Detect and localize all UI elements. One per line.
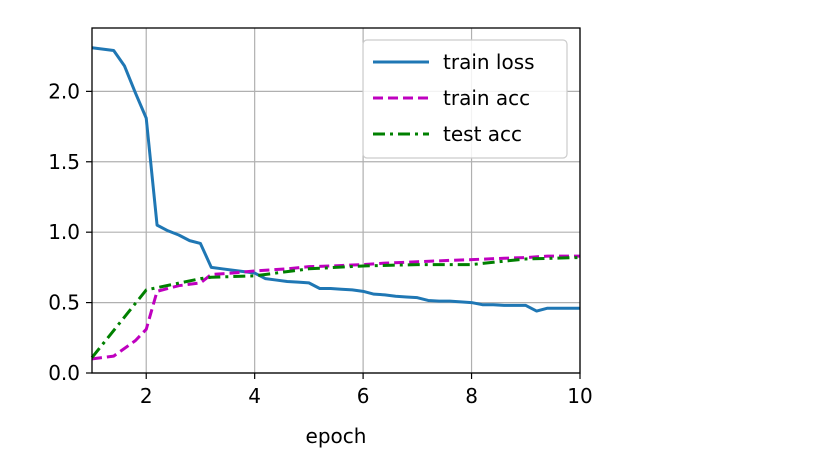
- y-tick-label: 1.0: [48, 220, 80, 244]
- x-tick-label: 10: [567, 384, 592, 408]
- legend-label: test acc: [443, 122, 522, 146]
- x-tick-label: 2: [140, 384, 153, 408]
- series-line-test-acc: [90, 256, 581, 359]
- x-tick-label: 6: [357, 384, 370, 408]
- x-axis-label: epoch: [306, 424, 367, 448]
- y-tick-label: 2.0: [48, 79, 80, 103]
- legend-label: train acc: [443, 86, 530, 110]
- series-lines: [90, 46, 581, 361]
- x-tick-label: 8: [465, 384, 478, 408]
- axis-ticks: 2 4 6 8 10 0.0 0.5 1.0 1.5 2.0: [48, 79, 593, 408]
- plot-frame: [91, 27, 581, 374]
- legend: train loss train acc test acc: [362, 39, 568, 159]
- series-line-train-acc: [91, 254, 580, 361]
- legend-box: [362, 39, 568, 159]
- series-line-train-loss: [91, 46, 580, 313]
- y-tick-label: 0.0: [48, 361, 80, 385]
- y-tick-label: 1.5: [48, 150, 80, 174]
- x-tick-label: 4: [248, 384, 261, 408]
- legend-label: train loss: [443, 50, 535, 74]
- y-tick-label: 0.5: [48, 291, 80, 315]
